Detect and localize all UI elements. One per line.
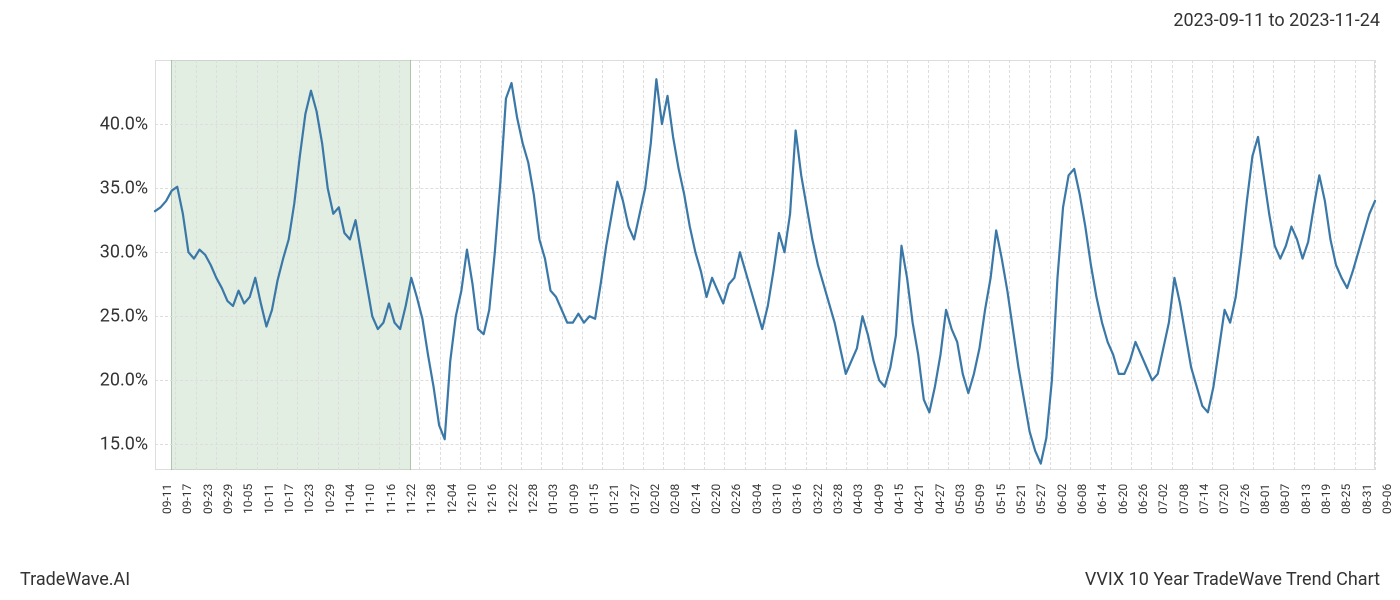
gridline-v xyxy=(1375,60,1376,470)
x-tick-label: 08-19 xyxy=(1319,484,1333,514)
x-tick-label: 02-20 xyxy=(709,484,723,514)
x-tick-label: 09-06 xyxy=(1380,484,1394,514)
x-tick-label: 07-08 xyxy=(1177,484,1191,514)
x-tick-label: 10-11 xyxy=(262,484,276,514)
x-tick-label: 12-04 xyxy=(445,484,459,514)
x-tick-label: 07-20 xyxy=(1217,484,1231,514)
y-tick-label: 30.0% xyxy=(100,242,148,263)
x-tick-label: 06-14 xyxy=(1095,484,1109,514)
x-tick-label: 03-16 xyxy=(790,484,804,514)
x-tick-label: 06-20 xyxy=(1116,484,1130,514)
x-tick-label: 01-03 xyxy=(546,484,560,514)
x-tick-label: 07-26 xyxy=(1238,484,1252,514)
footer-title: VVIX 10 Year TradeWave Trend Chart xyxy=(1085,569,1380,590)
x-tick-label: 04-21 xyxy=(912,484,926,514)
date-range-label: 2023-09-11 to 2023-11-24 xyxy=(1173,10,1380,31)
footer-brand: TradeWave.AI xyxy=(20,569,130,590)
x-tick-label: 06-26 xyxy=(1136,484,1150,514)
x-tick-label: 08-07 xyxy=(1278,484,1292,514)
x-tick-label: 09-23 xyxy=(201,484,215,514)
x-tick-label: 07-14 xyxy=(1197,484,1211,514)
x-tick-label: 06-02 xyxy=(1055,484,1069,514)
y-tick-label: 25.0% xyxy=(100,306,148,327)
x-tick-label: 10-29 xyxy=(323,484,337,514)
line-series xyxy=(155,60,1375,470)
x-tick-label: 05-09 xyxy=(973,484,987,514)
x-tick-label: 02-08 xyxy=(668,484,682,514)
x-tick-label: 12-28 xyxy=(526,484,540,514)
x-tick-label: 10-05 xyxy=(241,484,255,514)
x-tick-label: 11-10 xyxy=(363,484,377,514)
x-tick-label: 05-27 xyxy=(1034,484,1048,514)
x-tick-label: 02-14 xyxy=(689,484,703,514)
x-tick-label: 12-10 xyxy=(465,484,479,514)
x-tick-label: 01-15 xyxy=(587,484,601,514)
x-tick-label: 11-22 xyxy=(404,484,418,514)
y-tick-label: 20.0% xyxy=(100,370,148,391)
x-tick-label: 02-26 xyxy=(729,484,743,514)
chart-plot-area xyxy=(155,60,1375,470)
x-tick-label: 06-08 xyxy=(1075,484,1089,514)
x-tick-label: 12-22 xyxy=(506,484,520,514)
x-tick-label: 08-01 xyxy=(1258,484,1272,514)
x-tick-label: 11-28 xyxy=(424,484,438,514)
x-tick-label: 03-28 xyxy=(831,484,845,514)
x-tick-label: 09-17 xyxy=(180,484,194,514)
x-tick-label: 09-29 xyxy=(221,484,235,514)
x-tick-label: 01-27 xyxy=(628,484,642,514)
x-tick-label: 10-23 xyxy=(302,484,316,514)
x-tick-label: 04-09 xyxy=(872,484,886,514)
x-tick-label: 10-17 xyxy=(282,484,296,514)
x-tick-label: 01-09 xyxy=(567,484,581,514)
x-tick-label: 09-11 xyxy=(160,484,174,514)
x-tick-label: 12-16 xyxy=(485,484,499,514)
x-tick-label: 11-16 xyxy=(384,484,398,514)
y-tick-label: 40.0% xyxy=(100,114,148,135)
y-tick-label: 15.0% xyxy=(100,434,148,455)
x-tick-label: 08-31 xyxy=(1360,484,1374,514)
x-tick-label: 08-13 xyxy=(1299,484,1313,514)
x-tick-label: 08-25 xyxy=(1339,484,1353,514)
x-tick-label: 07-02 xyxy=(1156,484,1170,514)
x-tick-label: 05-21 xyxy=(1014,484,1028,514)
x-tick-label: 05-15 xyxy=(994,484,1008,514)
x-tick-label: 03-10 xyxy=(770,484,784,514)
x-tick-label: 03-22 xyxy=(811,484,825,514)
x-tick-label: 05-03 xyxy=(953,484,967,514)
x-tick-label: 03-04 xyxy=(750,484,764,514)
x-tick-label: 01-21 xyxy=(607,484,621,514)
x-tick-label: 04-27 xyxy=(933,484,947,514)
y-tick-label: 35.0% xyxy=(100,178,148,199)
x-tick-label: 02-02 xyxy=(648,484,662,514)
x-tick-label: 04-15 xyxy=(892,484,906,514)
x-tick-label: 04-03 xyxy=(851,484,865,514)
x-tick-label: 11-04 xyxy=(343,484,357,514)
